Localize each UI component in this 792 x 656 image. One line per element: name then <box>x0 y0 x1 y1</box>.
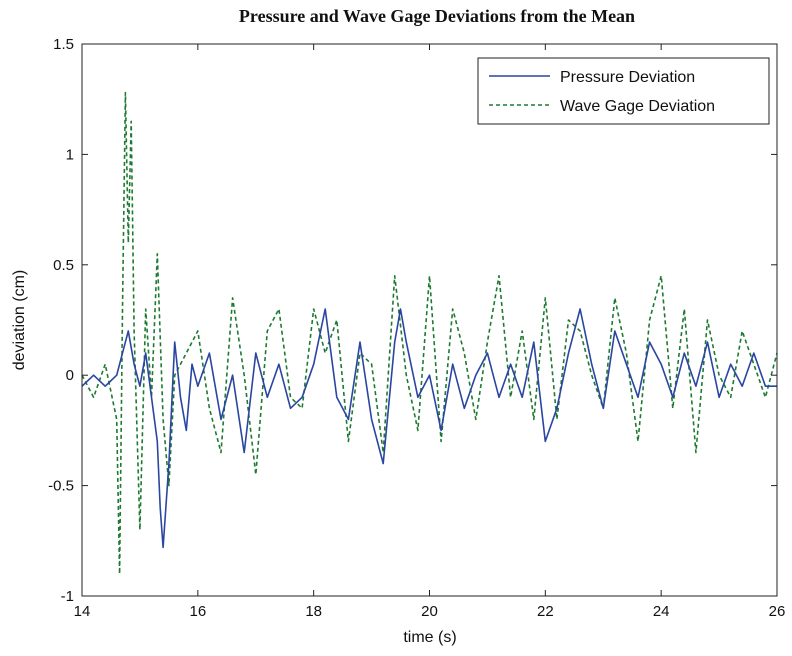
x-ticks: 14 16 18 20 22 24 26 <box>74 44 786 620</box>
y-tick-label: 0 <box>66 367 74 384</box>
x-tick-label: 20 <box>421 603 438 620</box>
series-line-pressure <box>81 308 777 549</box>
x-tick-label: 24 <box>653 603 670 620</box>
y-axis-label: deviation (cm) <box>11 270 28 370</box>
legend: Pressure Deviation Wave Gage Deviation <box>477 57 770 125</box>
y-ticks: -1 -0.5 0 0.5 1 1.5 <box>48 36 777 605</box>
plot-background <box>82 44 777 596</box>
x-tick-label: 26 <box>769 603 786 620</box>
y-tick-label: 1 <box>66 146 74 163</box>
y-tick-label: -0.5 <box>48 478 74 495</box>
x-tick-label: 14 <box>74 603 91 620</box>
legend-box <box>477 57 770 125</box>
legend-label-wave-gage: Wave Gage Deviation <box>560 98 715 115</box>
y-tick-label: 1.5 <box>53 36 74 53</box>
x-tick-label: 18 <box>305 603 322 620</box>
x-tick-label: 16 <box>189 603 206 620</box>
legend-label-pressure: Pressure Deviation <box>560 69 695 86</box>
x-axis-label: time (s) <box>403 629 456 646</box>
series-layer <box>81 91 778 575</box>
chart-title: Pressure and Wave Gage Deviations from t… <box>239 6 635 26</box>
plot-area: 14 16 18 20 22 24 26 -1 -0.5 0 0.5 1 1.5 <box>48 36 785 620</box>
y-tick-label: 0.5 <box>53 257 74 274</box>
x-tick-label: 22 <box>537 603 554 620</box>
y-tick-label: -1 <box>61 588 74 605</box>
